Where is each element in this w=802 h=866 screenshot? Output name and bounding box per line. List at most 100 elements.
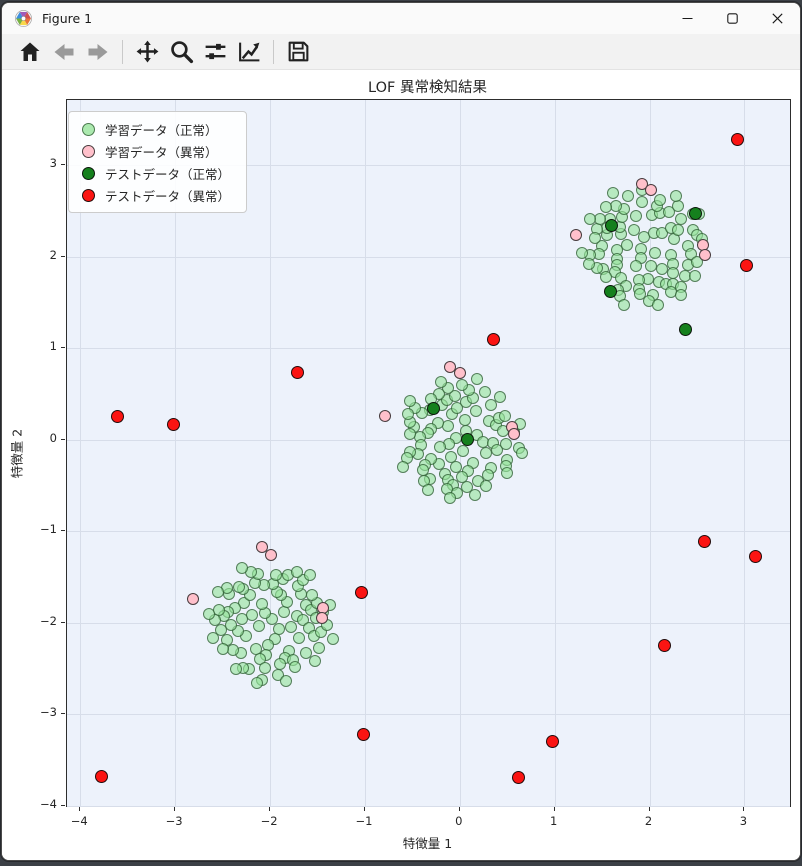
legend-entry-label: 学習データ（異常）	[105, 144, 218, 160]
data-point-test-anomaly	[486, 333, 500, 347]
data-point-train-normal	[656, 263, 669, 276]
data-point-train-normal	[207, 631, 220, 644]
data-point-train-normal	[470, 373, 483, 386]
save-floppy-icon	[288, 41, 308, 62]
data-point-test-anomaly	[546, 735, 560, 749]
data-point-train-normal	[303, 569, 316, 582]
forward-arrow-icon	[88, 43, 108, 60]
data-point-train-normal	[629, 260, 642, 273]
y-tick-label: 1	[49, 339, 57, 354]
data-point-test-anomaly	[110, 410, 124, 424]
window-controls	[665, 3, 800, 34]
data-point-train-normal	[300, 647, 313, 660]
data-point-train-anomaly	[569, 228, 582, 241]
close-icon	[772, 13, 783, 24]
data-point-test-anomaly	[749, 550, 763, 564]
y-tick-mark	[61, 164, 65, 165]
x-tick-mark	[553, 807, 555, 811]
forward-button[interactable]	[82, 37, 114, 67]
x-tick-mark	[648, 807, 650, 811]
data-point-test-anomaly	[291, 366, 305, 380]
y-tick-mark	[61, 805, 65, 806]
y-tick-mark	[61, 347, 65, 349]
edit-curves-button[interactable]	[233, 37, 265, 67]
data-point-train-normal	[635, 195, 648, 208]
data-point-train-normal	[675, 213, 688, 226]
configure-subplots-button[interactable]	[199, 37, 231, 67]
data-point-train-normal	[211, 585, 224, 598]
data-point-train-normal	[252, 619, 265, 632]
back-button[interactable]	[48, 37, 80, 67]
data-point-test-anomaly	[357, 728, 371, 742]
minimize-button[interactable]	[665, 3, 710, 34]
data-point-train-normal	[618, 299, 631, 312]
figure-canvas: LOF 異常検知結果 特徴量 1 特徴量 2 学習データ（正常） 学習データ（異常…	[2, 70, 800, 860]
data-point-train-normal	[501, 466, 514, 479]
data-point-train-normal	[607, 186, 620, 199]
data-point-test-normal	[604, 284, 618, 298]
data-point-train-normal	[468, 488, 481, 501]
legend-entry: 学習データ（正常）	[80, 119, 230, 139]
x-tick-mark	[743, 807, 745, 811]
legend-entry-label: テストデータ（異常）	[105, 188, 231, 204]
window-titlebar[interactable]: Figure 1	[2, 3, 800, 34]
data-point-train-normal	[455, 378, 468, 391]
gridline-x	[364, 100, 366, 806]
data-point-train-anomaly	[187, 593, 200, 606]
y-tick-label: −4	[40, 797, 57, 811]
x-tick-label: −3	[165, 814, 183, 828]
data-point-train-normal	[246, 608, 259, 621]
data-point-train-normal	[583, 213, 596, 226]
y-tick-label: −3	[40, 705, 57, 720]
data-point-train-anomaly	[698, 248, 711, 261]
pan-icon	[136, 40, 158, 63]
legend-marker-icon	[82, 166, 95, 180]
data-point-train-normal	[404, 395, 417, 408]
y-tick-label: 3	[49, 156, 57, 170]
gridline-x	[80, 100, 82, 806]
y-tick-mark	[61, 255, 65, 257]
data-point-train-normal	[235, 613, 248, 626]
gridline-x	[175, 100, 177, 806]
data-point-train-normal	[456, 444, 469, 457]
data-point-train-normal	[589, 232, 602, 245]
legend-marker-icon	[82, 122, 95, 136]
data-point-train-anomaly	[453, 366, 466, 379]
legend-entry: テストデータ（正常）	[80, 163, 230, 183]
x-tick-label: −1	[355, 814, 373, 828]
data-point-train-normal	[288, 660, 301, 673]
home-button[interactable]	[14, 37, 46, 67]
data-point-train-normal	[326, 633, 339, 646]
data-point-train-anomaly	[316, 612, 329, 625]
data-point-train-normal	[214, 624, 227, 637]
data-point-test-normal	[688, 207, 702, 221]
data-point-train-anomaly	[507, 428, 520, 441]
plot-area[interactable]	[66, 99, 791, 807]
data-point-test-normal	[605, 218, 619, 232]
data-point-train-normal	[674, 289, 687, 302]
gridline-y	[67, 531, 790, 533]
y-axis-label: 特徴量 2	[9, 428, 25, 479]
data-point-train-normal	[256, 597, 269, 610]
zoom-button[interactable]	[165, 37, 197, 67]
data-point-train-normal	[479, 386, 492, 399]
legend-marker-icon	[82, 188, 95, 202]
data-point-train-normal	[235, 561, 248, 574]
save-button[interactable]	[282, 37, 314, 67]
pan-button[interactable]	[131, 37, 163, 67]
data-point-test-anomaly	[658, 639, 672, 653]
legend-entry-label: 学習データ（正常）	[105, 122, 218, 138]
legend-marker-icon	[82, 144, 95, 158]
gridline-y	[67, 348, 790, 350]
close-button[interactable]	[755, 3, 800, 34]
x-tick-label: −2	[260, 814, 278, 828]
gridline-y	[67, 439, 790, 441]
data-point-train-normal	[648, 247, 661, 260]
gridline-y	[67, 256, 790, 258]
home-icon	[20, 42, 40, 61]
maximize-button[interactable]	[710, 3, 755, 34]
window-title: Figure 1	[42, 11, 93, 26]
data-point-train-normal	[308, 655, 321, 668]
